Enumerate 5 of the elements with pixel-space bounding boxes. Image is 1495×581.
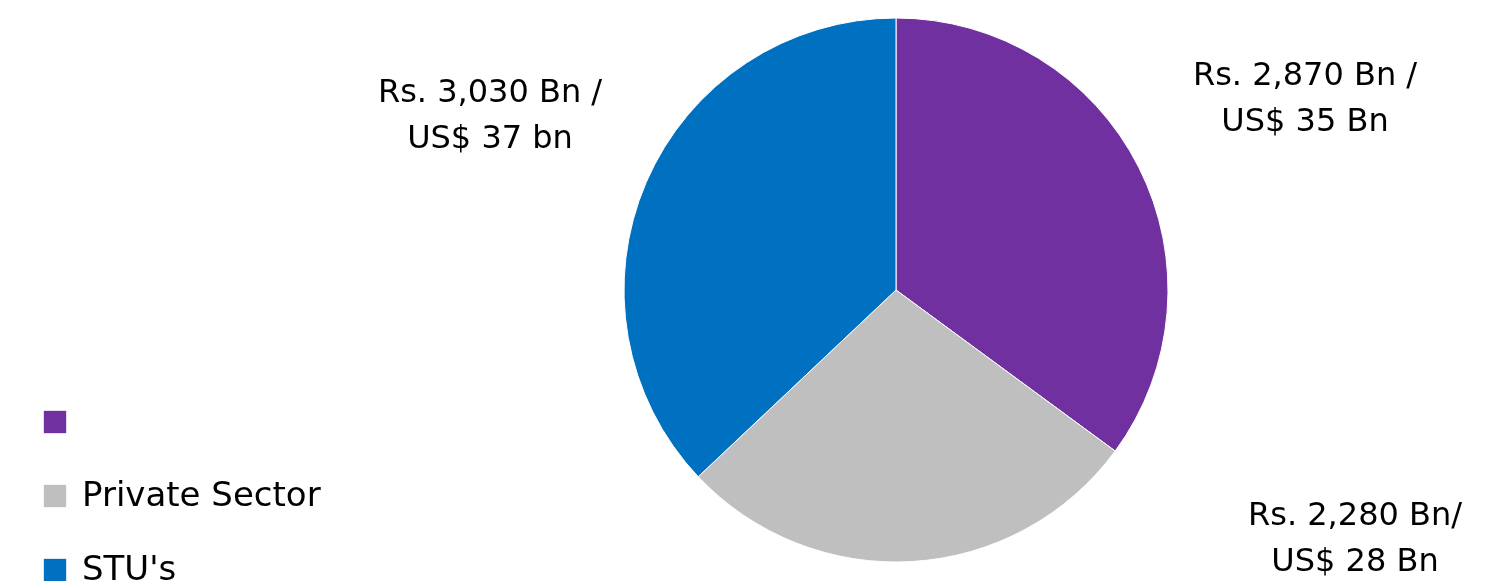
legend-label: Private Sector [82, 474, 321, 514]
legend-label: STU's [82, 548, 177, 581]
data-label: Rs. 2,870 Bn / US$ 35 Bn [1192, 55, 1418, 139]
data-label: Rs. 2,280 Bn/ US$ 28 Bn [1247, 495, 1463, 579]
data-label: Rs. 3,030 Bn / US$ 37 bn [377, 72, 603, 156]
